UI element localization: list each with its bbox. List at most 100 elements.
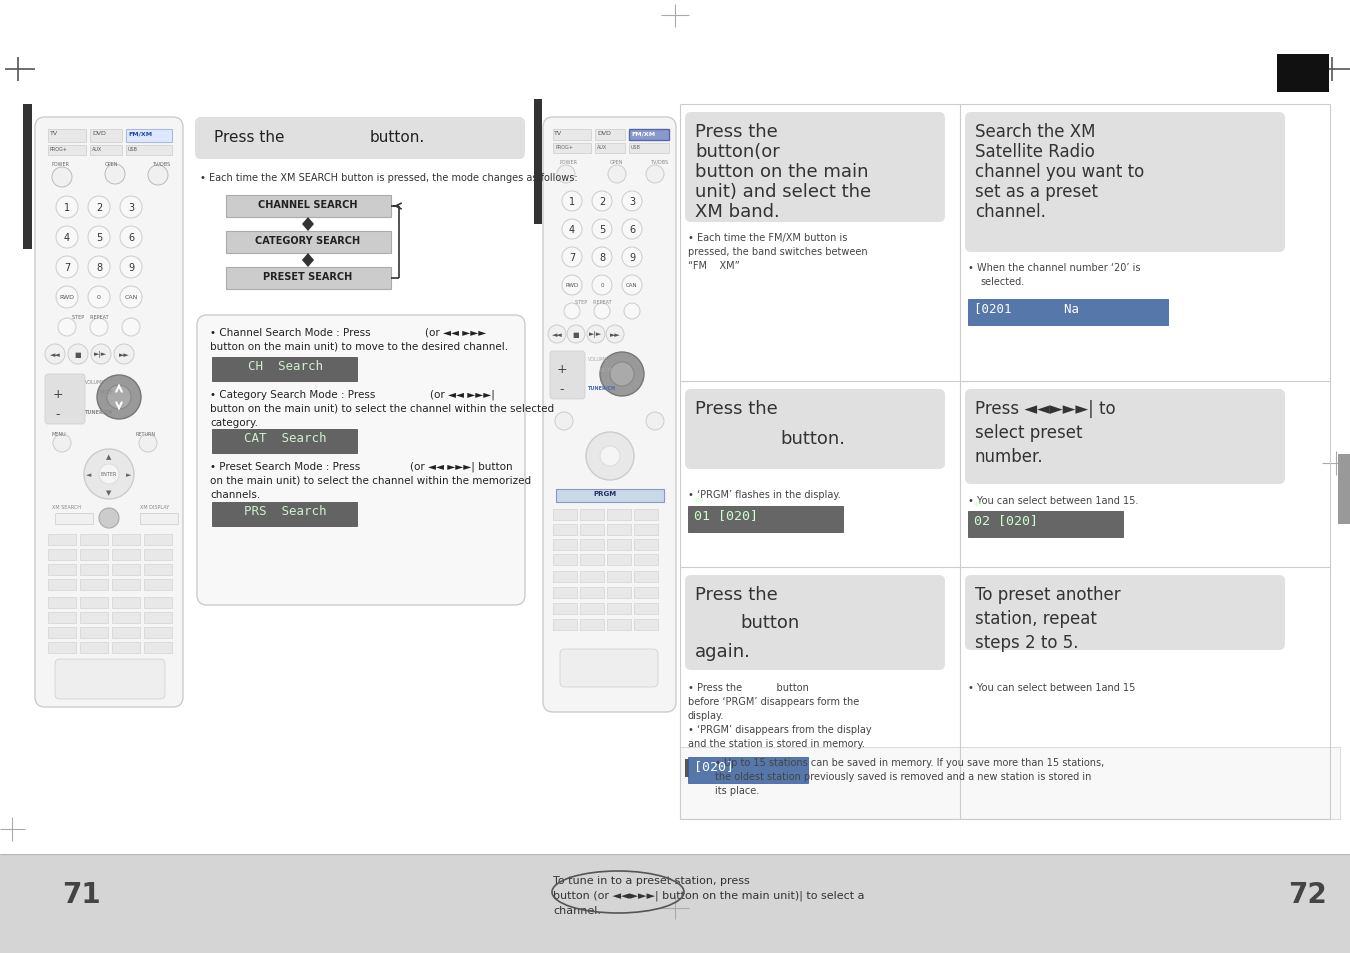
Bar xyxy=(556,490,664,502)
Text: TUNER/CH: TUNER/CH xyxy=(85,410,113,415)
Bar xyxy=(140,514,178,524)
Bar xyxy=(688,506,842,533)
Text: PROG+: PROG+ xyxy=(555,145,572,150)
Bar xyxy=(80,579,108,590)
Bar xyxy=(144,579,171,590)
Bar xyxy=(225,195,392,218)
Bar xyxy=(634,572,657,582)
Circle shape xyxy=(564,304,580,319)
Text: channels.: channels. xyxy=(211,490,261,499)
Text: display.: display. xyxy=(688,710,725,720)
Text: 9: 9 xyxy=(128,263,134,273)
Circle shape xyxy=(622,275,643,295)
Circle shape xyxy=(622,248,643,268)
Text: 02 [020]: 02 [020] xyxy=(973,514,1038,526)
Circle shape xyxy=(606,326,624,344)
Bar xyxy=(684,760,707,778)
Bar xyxy=(554,619,576,630)
Circle shape xyxy=(90,345,111,365)
Bar xyxy=(144,613,171,623)
Bar xyxy=(634,587,657,598)
Circle shape xyxy=(55,256,78,278)
Bar xyxy=(112,535,140,545)
Bar xyxy=(608,524,630,536)
Text: 72: 72 xyxy=(1288,880,1327,908)
Text: ◄◄: ◄◄ xyxy=(50,352,61,357)
Text: Search the XM: Search the XM xyxy=(975,123,1095,141)
Text: station, repeat: station, repeat xyxy=(975,609,1096,627)
Bar xyxy=(80,613,108,623)
Text: Press ◄◄►►►| to: Press ◄◄►►►| to xyxy=(975,399,1115,417)
Bar xyxy=(595,144,625,153)
Bar xyxy=(554,144,591,153)
Text: ►|►: ►|► xyxy=(590,331,602,338)
Bar xyxy=(49,550,76,560)
Text: FM/XM: FM/XM xyxy=(630,131,655,136)
Text: • ‘PRGM’ disappears from the display: • ‘PRGM’ disappears from the display xyxy=(688,724,872,734)
Bar xyxy=(80,627,108,639)
Bar xyxy=(80,550,108,560)
Text: 5: 5 xyxy=(599,225,605,234)
Text: 9: 9 xyxy=(629,253,634,263)
Circle shape xyxy=(558,166,575,184)
Bar xyxy=(49,579,76,590)
Circle shape xyxy=(97,375,140,419)
Circle shape xyxy=(562,192,582,212)
Bar xyxy=(608,587,630,598)
Circle shape xyxy=(68,345,88,365)
Bar xyxy=(49,146,86,156)
Bar xyxy=(554,555,576,565)
Circle shape xyxy=(88,287,109,309)
Text: MUTE: MUTE xyxy=(100,390,113,395)
Bar xyxy=(112,613,140,623)
FancyBboxPatch shape xyxy=(684,112,945,223)
Text: VOLUME: VOLUME xyxy=(85,379,105,385)
Text: 4: 4 xyxy=(63,233,70,243)
Bar xyxy=(608,510,630,520)
Circle shape xyxy=(567,326,585,344)
Circle shape xyxy=(53,168,72,188)
Text: ►: ► xyxy=(127,472,132,477)
Text: USB: USB xyxy=(128,147,138,152)
Circle shape xyxy=(90,318,108,336)
Bar xyxy=(554,539,576,551)
Circle shape xyxy=(562,275,582,295)
Bar xyxy=(225,232,392,253)
Circle shape xyxy=(610,363,634,387)
Bar xyxy=(608,572,630,582)
Text: set as a preset: set as a preset xyxy=(975,183,1098,201)
Bar xyxy=(634,555,657,565)
Bar xyxy=(634,603,657,615)
Text: VOLUME: VOLUME xyxy=(589,356,609,361)
Text: ■: ■ xyxy=(572,332,579,337)
Text: channel you want to: channel you want to xyxy=(975,163,1145,181)
Text: TV: TV xyxy=(554,131,562,136)
FancyBboxPatch shape xyxy=(197,315,525,605)
Bar xyxy=(554,587,576,598)
Text: [0201       Na: [0201 Na xyxy=(973,302,1079,314)
Bar xyxy=(90,146,122,156)
Circle shape xyxy=(58,318,76,336)
Circle shape xyxy=(555,413,572,431)
Bar xyxy=(49,642,76,654)
Text: XM band.: XM band. xyxy=(695,203,780,221)
Circle shape xyxy=(593,192,612,212)
Text: STEP    REPEAT: STEP REPEAT xyxy=(575,299,612,305)
Bar xyxy=(554,572,576,582)
Circle shape xyxy=(99,509,119,529)
Text: (or ◄◄ ►►►: (or ◄◄ ►►► xyxy=(425,328,486,337)
Bar xyxy=(112,627,140,639)
Text: AUX: AUX xyxy=(92,147,103,152)
Circle shape xyxy=(647,413,664,431)
Circle shape xyxy=(120,227,142,249)
Text: button.: button. xyxy=(370,130,425,145)
Text: Satellite Radio: Satellite Radio xyxy=(975,143,1095,161)
Text: 0: 0 xyxy=(601,283,603,288)
Text: PRS  Search: PRS Search xyxy=(244,504,327,517)
Bar xyxy=(634,619,657,630)
Text: ■: ■ xyxy=(74,352,81,357)
Text: FM/XM: FM/XM xyxy=(128,131,153,136)
Text: RETURN: RETURN xyxy=(135,432,155,436)
Bar xyxy=(144,564,171,576)
Bar xyxy=(535,100,541,225)
